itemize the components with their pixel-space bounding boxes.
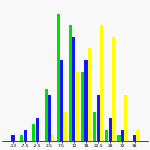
Bar <box>100 25 103 141</box>
Bar <box>60 60 63 141</box>
Bar <box>105 130 108 141</box>
Bar <box>117 135 121 141</box>
Bar <box>76 72 79 141</box>
Bar <box>72 37 75 141</box>
Bar <box>124 95 127 141</box>
Bar <box>97 95 100 141</box>
Bar <box>48 95 51 141</box>
Bar <box>11 135 15 141</box>
Bar <box>84 60 87 141</box>
Bar <box>88 48 91 141</box>
Bar <box>45 89 48 141</box>
Bar <box>81 72 84 141</box>
Bar <box>69 25 72 141</box>
Bar <box>63 112 67 141</box>
Bar <box>133 135 136 141</box>
Bar <box>112 37 115 141</box>
Bar <box>36 118 39 141</box>
Bar <box>20 135 23 141</box>
Bar <box>57 14 60 141</box>
Bar <box>32 124 36 141</box>
Bar <box>136 130 140 141</box>
Bar <box>51 135 54 141</box>
Bar <box>109 118 112 141</box>
Bar <box>24 130 27 141</box>
Bar <box>121 130 124 141</box>
Bar <box>93 112 96 141</box>
